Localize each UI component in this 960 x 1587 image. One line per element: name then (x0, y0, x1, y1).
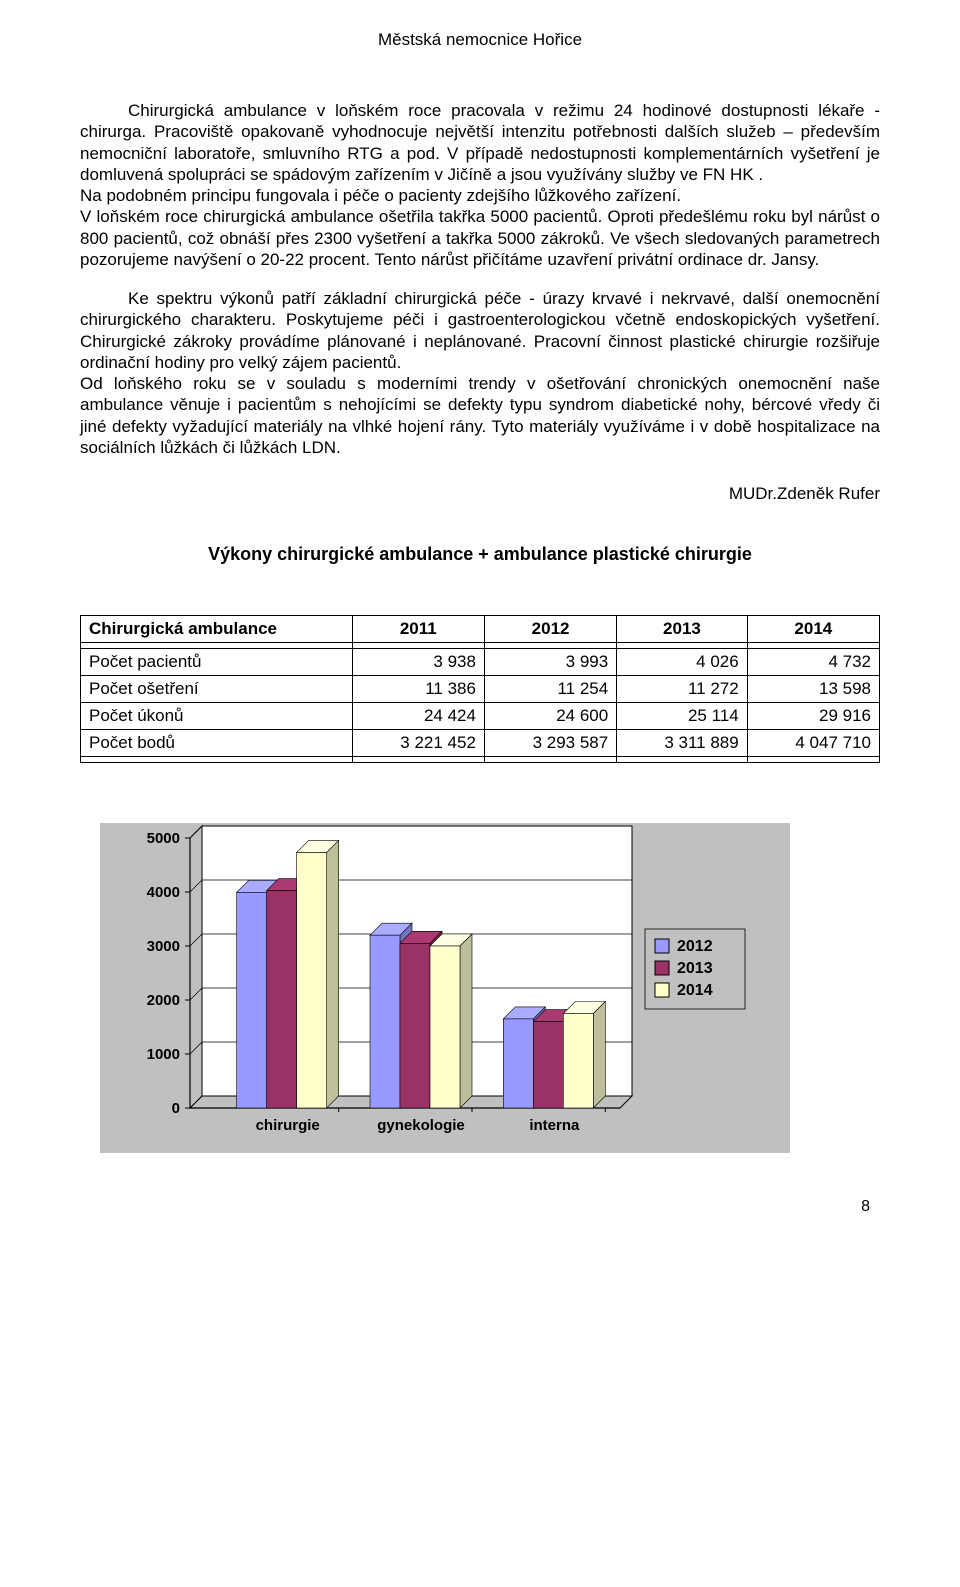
cell: 3 311 889 (617, 730, 747, 757)
row-label: Počet úkonů (81, 703, 353, 730)
cell: 11 386 (352, 676, 484, 703)
svg-text:chirurgie: chirurgie (256, 1117, 320, 1134)
svg-text:2012: 2012 (677, 938, 713, 955)
svg-text:1000: 1000 (147, 1046, 180, 1063)
svg-text:interna: interna (529, 1117, 580, 1134)
paragraph-2: Ke spektru výkonů patří základní chirurg… (80, 288, 880, 458)
table-row: Počet pacientů 3 938 3 993 4 026 4 732 (81, 649, 880, 676)
cell: 13 598 (747, 676, 879, 703)
table-year: 2011 (352, 616, 484, 643)
table-year: 2013 (617, 616, 747, 643)
svg-text:2013: 2013 (677, 960, 713, 977)
cell: 29 916 (747, 703, 879, 730)
cell: 3 221 452 (352, 730, 484, 757)
svg-text:2014: 2014 (677, 982, 713, 999)
table-row: Počet úkonů 24 424 24 600 25 114 29 916 (81, 703, 880, 730)
section-title: Výkony chirurgické ambulance + ambulance… (80, 544, 880, 565)
cell: 4 047 710 (747, 730, 879, 757)
cell: 3 938 (352, 649, 484, 676)
row-label: Počet ošetření (81, 676, 353, 703)
cell: 3 993 (484, 649, 616, 676)
paragraph-1: Chirurgická ambulance v loňském roce pra… (80, 100, 880, 270)
svg-text:2000: 2000 (147, 992, 180, 1009)
svg-text:4000: 4000 (147, 884, 180, 901)
row-label: Počet pacientů (81, 649, 353, 676)
table-corner: Chirurgická ambulance (81, 616, 353, 643)
cell: 4 732 (747, 649, 879, 676)
cell: 24 600 (484, 703, 616, 730)
data-table: Chirurgická ambulance 2011 2012 2013 201… (80, 615, 880, 763)
cell: 4 026 (617, 649, 747, 676)
table-row: Počet bodů 3 221 452 3 293 587 3 311 889… (81, 730, 880, 757)
table-row: Počet ošetření 11 386 11 254 11 272 13 5… (81, 676, 880, 703)
row-label: Počet bodů (81, 730, 353, 757)
svg-text:0: 0 (172, 1100, 180, 1117)
bar-chart: 0 1000 2000 3000 4000 5000 chirurgie gynekologi… (100, 823, 790, 1153)
cell: 11 254 (484, 676, 616, 703)
cell: 24 424 (352, 703, 484, 730)
svg-text:5000: 5000 (147, 830, 180, 847)
svg-text:3000: 3000 (147, 938, 180, 955)
page-number: 8 (80, 1198, 880, 1216)
table-year: 2014 (747, 616, 879, 643)
page-header: Městská nemocnice Hořice (80, 30, 880, 50)
cell: 3 293 587 (484, 730, 616, 757)
author-line: MUDr.Zdeněk Rufer (80, 484, 880, 504)
table-year: 2012 (484, 616, 616, 643)
cell: 25 114 (617, 703, 747, 730)
svg-text:gynekologie: gynekologie (377, 1117, 465, 1134)
cell: 11 272 (617, 676, 747, 703)
